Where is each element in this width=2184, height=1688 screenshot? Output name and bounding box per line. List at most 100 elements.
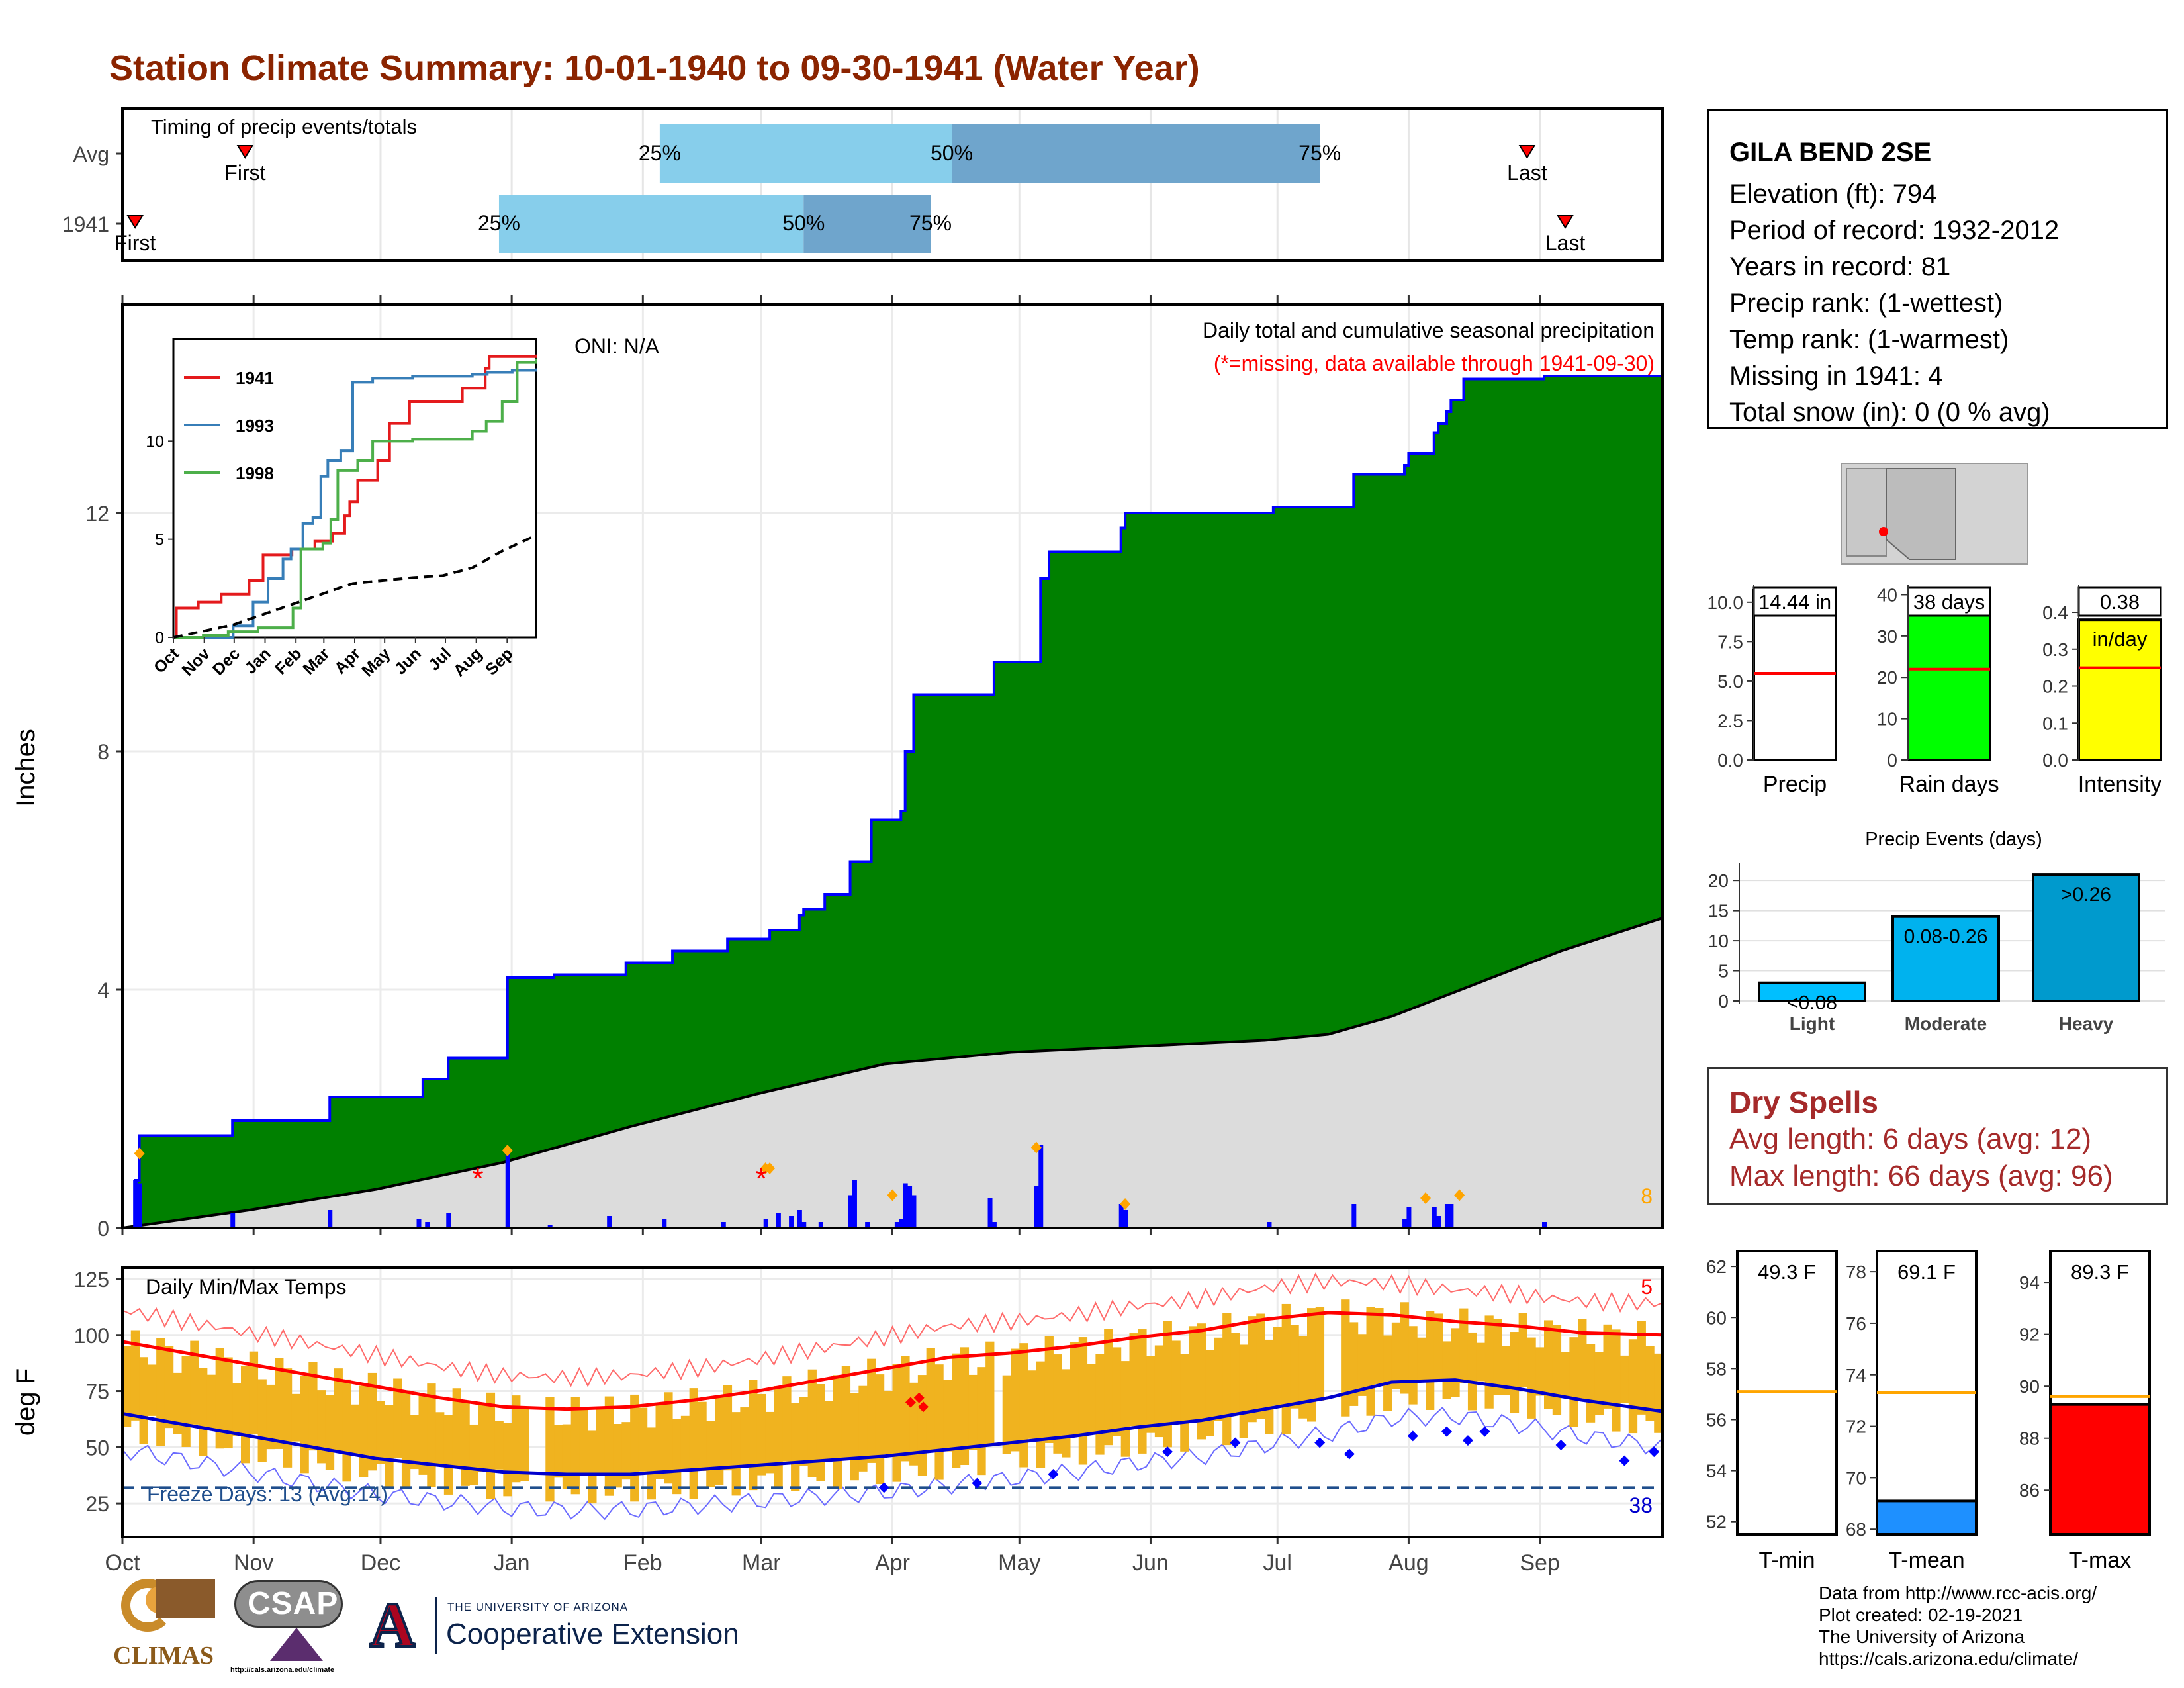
temp-summary-y-tick-label: 58 <box>1706 1358 1727 1379</box>
daily-temp-bar <box>241 1366 250 1464</box>
temp-y-tick-label: 100 <box>74 1324 109 1348</box>
daily-temp-bar <box>351 1404 360 1454</box>
daily-temp-bar <box>596 1407 606 1474</box>
daily-temp-bar <box>1154 1345 1164 1438</box>
climas-bar-icon <box>156 1579 215 1618</box>
daily-temp-bar <box>1552 1325 1562 1415</box>
dry-spells-box: Dry Spells Avg length: 6 days (avg: 12) … <box>1707 1067 2168 1205</box>
summary-value-label: 14.44 in <box>1758 590 1831 614</box>
timing-bar-q50-q75 <box>803 195 931 253</box>
record-low-marker <box>1619 1455 1630 1466</box>
daily-precip-bar <box>328 1210 333 1228</box>
daily-precip-bar <box>662 1219 667 1228</box>
precip-event-marker <box>887 1189 898 1201</box>
ua-extension-text: Cooperative Extension <box>446 1618 739 1650</box>
daily-temp-bar <box>1205 1350 1214 1436</box>
missing-data-marker: * <box>756 1162 767 1195</box>
station-years: Years in record: 81 <box>1729 252 1951 281</box>
temp-summary-label: T-min <box>1759 1548 1815 1573</box>
daily-temp-bar <box>1239 1344 1248 1438</box>
arizona-a-icon: A <box>368 1589 416 1660</box>
temp-x-tick-label: Oct <box>105 1550 140 1575</box>
daily-temp-bar <box>901 1356 910 1462</box>
daily-precip-bar <box>446 1213 451 1228</box>
daily-precip-bar <box>505 1153 510 1228</box>
daily-temp-bar <box>164 1346 174 1429</box>
inset-series-line <box>173 368 537 639</box>
daily-temp-bar <box>317 1390 326 1464</box>
summary-y-tick-label: 10.0 <box>1707 592 1744 613</box>
daily-precip-bar <box>911 1195 917 1228</box>
precip-event-bar-label: 0.08-0.26 <box>1904 926 1988 948</box>
daily-precip-bar <box>547 1225 553 1228</box>
daily-temp-bar <box>850 1393 859 1481</box>
events-y-tick-label: 5 <box>1718 961 1729 982</box>
daily-temp-bar <box>300 1376 309 1474</box>
daily-temp-bar <box>545 1397 555 1502</box>
daily-temp-bar <box>1112 1347 1122 1436</box>
precip-event-marker <box>502 1145 513 1156</box>
daily-temp-bar <box>156 1338 165 1446</box>
daily-temp-bar <box>672 1419 682 1495</box>
temp-summary-y-tick-label: 88 <box>2019 1429 2040 1449</box>
daily-temp-bar <box>554 1425 563 1478</box>
daily-temp-bar <box>689 1388 698 1499</box>
daily-temp-bar <box>943 1380 952 1452</box>
daily-temp-bar <box>841 1366 851 1459</box>
temp-y-tick-label: 75 <box>85 1380 109 1404</box>
daily-temp-bar <box>1180 1354 1189 1452</box>
daily-temp-bar <box>1019 1343 1028 1468</box>
record-low-marker <box>1649 1446 1660 1458</box>
daily-precip-bar <box>425 1222 430 1228</box>
temp-summary-value: 89.3 F <box>2071 1260 2129 1284</box>
summary-y-tick-label: 2.5 <box>1717 710 1743 731</box>
daily-temp-bar <box>1087 1364 1096 1434</box>
daily-temp-bar <box>1433 1313 1443 1382</box>
csap-logo: CSAP http://cals.arizona.edu/climate <box>230 1579 349 1678</box>
summary-y-tick-label: 30 <box>1877 626 1897 647</box>
inset-legend-label: 1993 <box>236 416 274 436</box>
daily-temp-bar <box>181 1356 191 1447</box>
temp-title: Daily Min/Max Temps <box>146 1275 346 1299</box>
first-event-label: First <box>224 161 265 185</box>
daily-temp-bar <box>1569 1337 1578 1427</box>
daily-temp-bar <box>1561 1352 1570 1397</box>
daily-temp-bar <box>1078 1337 1088 1465</box>
daily-temp-bar <box>139 1357 148 1444</box>
daily-temp-bar <box>427 1383 436 1487</box>
daily-temp-bar <box>1248 1316 1257 1423</box>
inset-legend-label: 1941 <box>236 368 274 388</box>
daily-temp-bar <box>257 1379 267 1462</box>
temp-x-tick-label: Jun <box>1132 1550 1169 1575</box>
daily-temp-bar <box>782 1376 792 1462</box>
temp-x-tick-label: Apr <box>875 1550 910 1575</box>
daily-precip-bar <box>1351 1204 1357 1228</box>
daily-precip-bar <box>865 1222 870 1228</box>
timing-row-label: Avg <box>73 142 109 166</box>
daily-temp-bar <box>1451 1328 1460 1397</box>
daily-temp-bar <box>512 1395 521 1483</box>
daily-temp-bar <box>1053 1354 1062 1454</box>
daily-precip-bar <box>1432 1207 1437 1228</box>
inset-y-tick-label: 10 <box>146 432 164 451</box>
daily-temp-bar <box>570 1397 580 1495</box>
daily-temp-bar <box>1349 1322 1359 1406</box>
events-y-tick-label: 10 <box>1708 931 1729 951</box>
last-event-label: Last <box>1507 161 1547 185</box>
inset-series-line <box>173 534 537 639</box>
daily-precip-bar <box>991 1222 997 1228</box>
summary-unit-label: in/day <box>2093 628 2148 651</box>
daily-precip-bar <box>416 1219 422 1228</box>
daily-temp-bar <box>698 1401 707 1471</box>
temp-summary-value: 49.3 F <box>1758 1260 1816 1284</box>
average-precip-area <box>122 918 1662 1228</box>
daily-temp-bar <box>1129 1333 1138 1427</box>
daily-precip-bar <box>818 1222 823 1228</box>
daily-temp-bar <box>1408 1326 1418 1405</box>
record-high-marker <box>918 1401 929 1413</box>
daily-temp-bar <box>791 1403 800 1491</box>
timing-row-label: 1941 <box>62 212 109 236</box>
timing-bar-q25-q50 <box>659 124 952 183</box>
precip-panel-border <box>121 303 1664 1229</box>
daily-precip-bar <box>801 1222 807 1228</box>
